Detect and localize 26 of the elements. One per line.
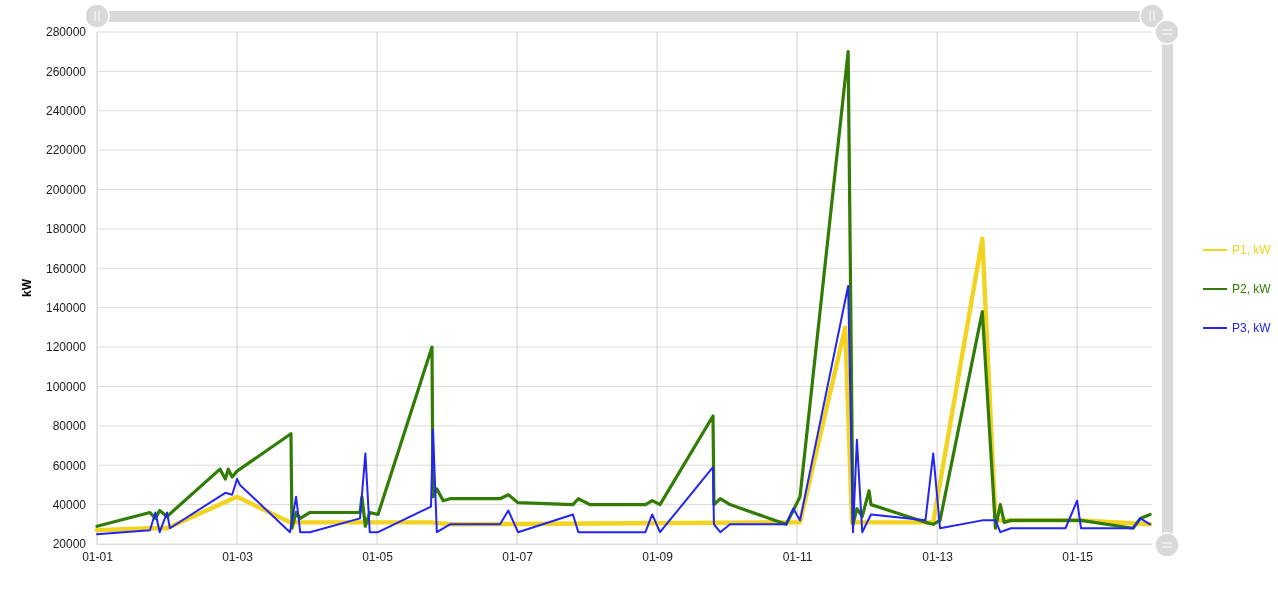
legend-label: P2, kW bbox=[1232, 282, 1272, 296]
y-tick-label: 240000 bbox=[45, 104, 87, 119]
y-tick-label: 60000 bbox=[52, 458, 87, 473]
x-tick-label: 01-05 bbox=[362, 549, 394, 564]
y-tick-label: 180000 bbox=[45, 222, 87, 237]
x-tick-label: 01-03 bbox=[222, 549, 254, 564]
x-tick-label: 01-13 bbox=[922, 549, 954, 564]
y-tick-label: 40000 bbox=[52, 497, 87, 512]
y-tick-label: 20000 bbox=[52, 537, 87, 552]
legend-label: P3, kW bbox=[1232, 321, 1272, 335]
y-tick-label: 220000 bbox=[45, 143, 87, 158]
y-tick-label: 120000 bbox=[45, 340, 87, 355]
y-tick-label: 260000 bbox=[45, 64, 87, 79]
x-tick-label: 01-07 bbox=[502, 549, 534, 564]
x-tick-label: 01-09 bbox=[642, 549, 674, 564]
x-tick-label: 01-15 bbox=[1062, 549, 1094, 564]
y-tick-label: 80000 bbox=[52, 419, 87, 434]
legend-label: P1, kW bbox=[1232, 243, 1272, 257]
x-tick-label: 01-11 bbox=[782, 549, 813, 564]
x-tick-label: 01-01 bbox=[82, 549, 114, 564]
y-tick-label: 280000 bbox=[45, 25, 87, 40]
y-tick-label: 100000 bbox=[45, 379, 87, 394]
y-tick-label: 200000 bbox=[45, 182, 87, 197]
y-axis-title: kW bbox=[20, 278, 34, 297]
y-tick-label: 140000 bbox=[45, 301, 87, 316]
y-tick-label: 160000 bbox=[45, 261, 87, 276]
